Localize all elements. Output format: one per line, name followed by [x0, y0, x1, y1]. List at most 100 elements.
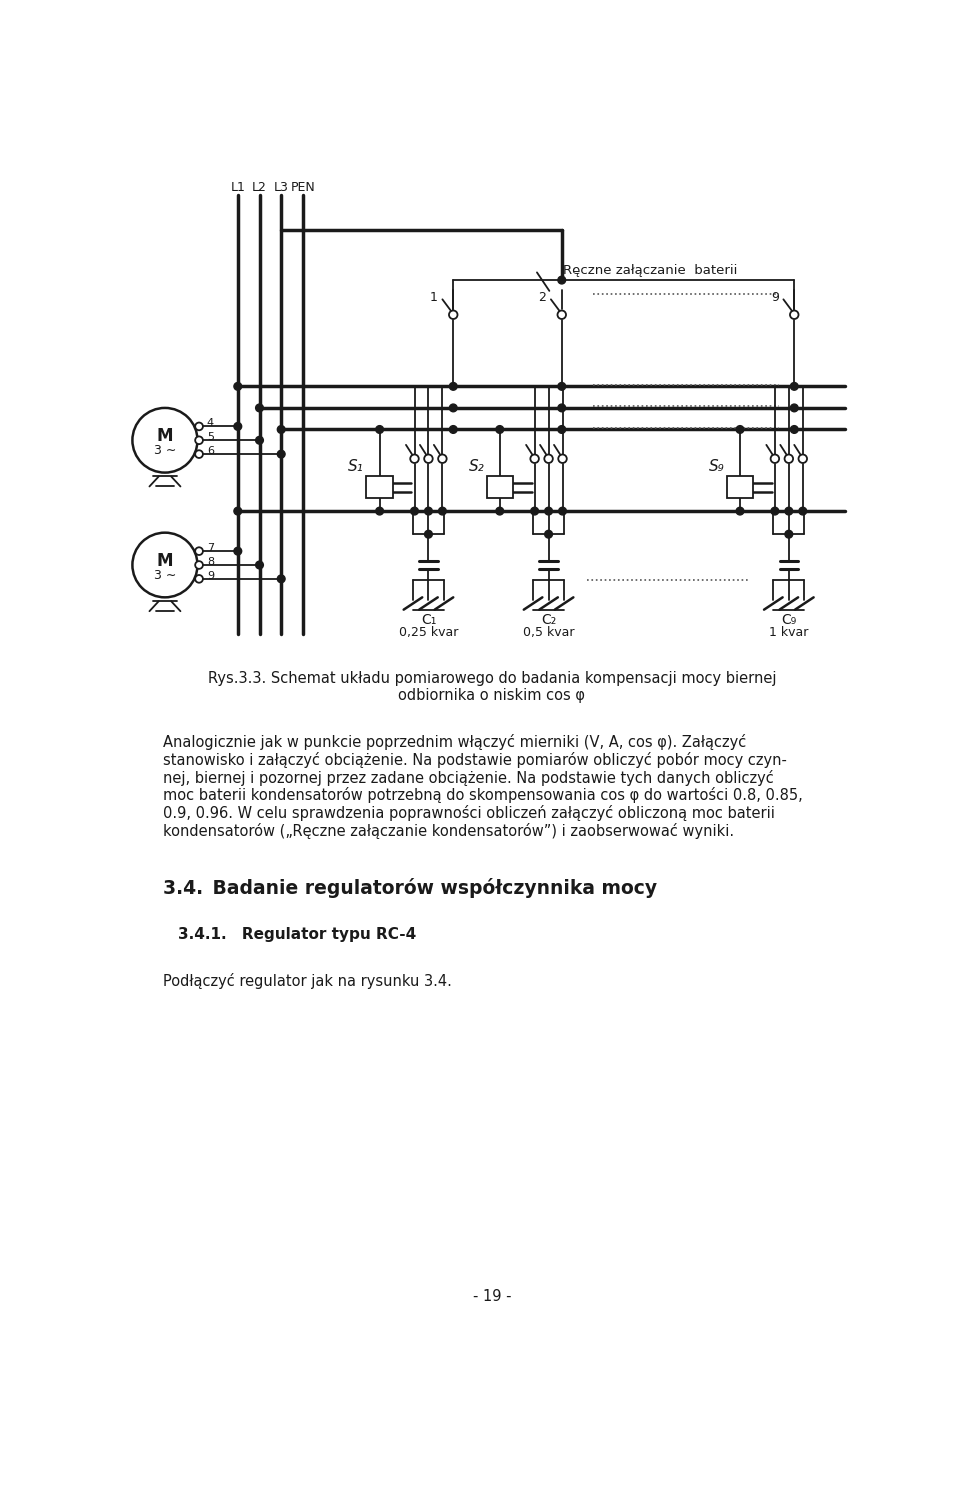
Circle shape: [449, 382, 457, 390]
Text: L3: L3: [274, 182, 289, 194]
Circle shape: [558, 382, 565, 390]
Circle shape: [558, 276, 565, 284]
Circle shape: [496, 426, 504, 433]
Circle shape: [559, 507, 566, 515]
Text: stanowisko i załączyć obciążenie. Na podstawie pomiarów obliczyć pobór mocy czyn: stanowisko i załączyć obciążenie. Na pod…: [162, 752, 786, 768]
Text: 7: 7: [206, 543, 214, 554]
Circle shape: [784, 454, 793, 464]
Text: odbiornika o niskim cos φ: odbiornika o niskim cos φ: [398, 688, 586, 703]
Text: M: M: [156, 427, 173, 445]
Circle shape: [439, 507, 446, 515]
Circle shape: [277, 426, 285, 433]
Circle shape: [558, 426, 565, 433]
Text: S₉: S₉: [708, 459, 725, 474]
Circle shape: [558, 310, 566, 320]
Circle shape: [234, 548, 242, 555]
Text: 5: 5: [206, 432, 214, 442]
Circle shape: [736, 426, 744, 433]
Circle shape: [544, 507, 552, 515]
Text: Analogicznie jak w punkcie poprzednim włączyć mierniki (V, A, cos φ). Załączyć: Analogicznie jak w punkcie poprzednim wł…: [162, 734, 746, 750]
Bar: [727, 477, 754, 498]
Text: Rys.3.3. Schemat układu pomiarowego do badania kompensacji mocy biernej: Rys.3.3. Schemat układu pomiarowego do b…: [207, 672, 777, 687]
Circle shape: [277, 574, 285, 582]
Circle shape: [449, 404, 457, 412]
Circle shape: [771, 454, 780, 464]
Text: 8: 8: [206, 556, 214, 567]
Circle shape: [790, 310, 799, 320]
Circle shape: [195, 574, 203, 582]
Text: 1: 1: [430, 291, 438, 304]
Circle shape: [255, 561, 263, 568]
Circle shape: [544, 531, 552, 538]
Circle shape: [799, 454, 807, 464]
Circle shape: [234, 423, 242, 430]
Text: 9: 9: [771, 291, 779, 304]
Text: 3 ∼: 3 ∼: [154, 568, 176, 582]
Text: C₉: C₉: [781, 614, 797, 627]
Bar: [487, 477, 513, 498]
Circle shape: [559, 454, 566, 464]
Text: C₁: C₁: [420, 614, 436, 627]
Text: 1 kvar: 1 kvar: [769, 627, 808, 639]
Bar: [367, 477, 393, 498]
Circle shape: [785, 507, 793, 515]
Circle shape: [790, 404, 798, 412]
Circle shape: [449, 426, 457, 433]
Text: S₁: S₁: [348, 459, 364, 474]
Circle shape: [531, 507, 539, 515]
Text: 0.9, 0.96. W celu sprawdzenia poprawności obliczeń załączyć obliczoną moc bateri: 0.9, 0.96. W celu sprawdzenia poprawnośc…: [162, 806, 775, 820]
Circle shape: [375, 507, 383, 515]
Circle shape: [234, 507, 242, 515]
Circle shape: [411, 507, 419, 515]
Text: L2: L2: [252, 182, 267, 194]
Text: 6: 6: [206, 446, 214, 456]
Circle shape: [785, 531, 793, 538]
Circle shape: [195, 548, 203, 555]
Text: Ręczne załączanie  baterii: Ręczne załączanie baterii: [564, 264, 737, 278]
Text: Podłączyć regulator jak na rysunku 3.4.: Podłączyć regulator jak na rysunku 3.4.: [162, 974, 451, 988]
Circle shape: [438, 454, 446, 464]
Circle shape: [375, 426, 383, 433]
Circle shape: [234, 382, 242, 390]
Text: 0,5 kvar: 0,5 kvar: [523, 627, 574, 639]
Text: 4: 4: [206, 419, 214, 429]
Text: 3.4.1. Regulator typu RC-4: 3.4.1. Regulator typu RC-4: [179, 927, 417, 942]
Circle shape: [790, 426, 798, 433]
Text: - 19 -: - 19 -: [472, 1288, 512, 1304]
Circle shape: [195, 450, 203, 458]
Circle shape: [530, 454, 539, 464]
Circle shape: [799, 507, 806, 515]
Circle shape: [255, 404, 263, 412]
Circle shape: [424, 454, 433, 464]
Text: nej, biernej i pozornej przez zadane obciążenie. Na podstawie tych danych oblicz: nej, biernej i pozornej przez zadane obc…: [162, 770, 774, 786]
Text: C₂: C₂: [540, 614, 556, 627]
Text: L1: L1: [230, 182, 245, 194]
Circle shape: [195, 436, 203, 444]
Circle shape: [195, 561, 203, 568]
Circle shape: [277, 450, 285, 458]
Circle shape: [195, 423, 203, 430]
Circle shape: [255, 436, 263, 444]
Text: M: M: [156, 552, 173, 570]
Circle shape: [449, 310, 458, 320]
Circle shape: [132, 408, 198, 472]
Text: kondensatorów („Ręczne załączanie kondensatorów”) i zaobserwować wyniki.: kondensatorów („Ręczne załączanie konden…: [162, 822, 733, 839]
Circle shape: [410, 454, 419, 464]
Text: S₂: S₂: [468, 459, 484, 474]
Circle shape: [132, 532, 198, 597]
Text: 3 ∼: 3 ∼: [154, 444, 176, 458]
Text: 3.4. Badanie regulatorów współczynnika mocy: 3.4. Badanie regulatorów współczynnika m…: [162, 879, 657, 898]
Circle shape: [558, 404, 565, 412]
Circle shape: [424, 507, 432, 515]
Circle shape: [790, 382, 798, 390]
Text: moc baterii kondensatorów potrzebną do skompensowania cos φ do wartości 0.8, 0.8: moc baterii kondensatorów potrzebną do s…: [162, 788, 803, 802]
Circle shape: [736, 507, 744, 515]
Circle shape: [544, 454, 553, 464]
Circle shape: [771, 507, 779, 515]
Circle shape: [496, 507, 504, 515]
Circle shape: [424, 531, 432, 538]
Text: 0,25 kvar: 0,25 kvar: [398, 627, 458, 639]
Text: 2: 2: [539, 291, 546, 304]
Text: PEN: PEN: [291, 182, 315, 194]
Text: 9: 9: [206, 572, 214, 580]
